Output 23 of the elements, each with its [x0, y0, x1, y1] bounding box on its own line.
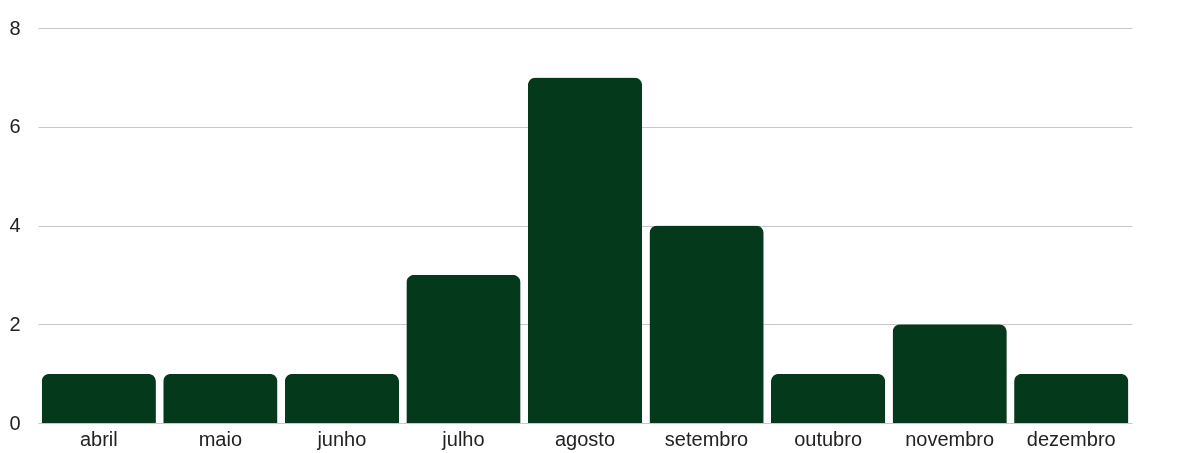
y-tick-label: 8	[9, 16, 21, 39]
x-tick-label: outubro	[794, 427, 863, 450]
bar	[527, 77, 643, 423]
y-tick-label: 0	[9, 411, 21, 434]
bar	[163, 373, 278, 423]
x-tick-label: maio	[198, 427, 243, 450]
x-tick-label: agosto	[554, 427, 616, 450]
y-tick-label: 2	[9, 312, 21, 335]
bar	[649, 225, 764, 423]
y-tick-label: 4	[9, 214, 21, 236]
x-tick-label: abril	[79, 427, 118, 450]
bar	[1014, 373, 1129, 423]
bar	[284, 373, 400, 423]
bar	[406, 274, 521, 423]
x-tick-label: novembro	[905, 427, 995, 450]
bar	[770, 373, 886, 423]
y-tick-label: 6	[9, 115, 21, 138]
bar	[41, 373, 156, 423]
x-tick-label: setembro	[664, 427, 749, 450]
x-tick-label: julho	[441, 427, 485, 450]
bar	[892, 324, 1007, 423]
x-tick-label: dezembro	[1026, 427, 1116, 450]
x-tick-label: junho	[316, 427, 367, 450]
